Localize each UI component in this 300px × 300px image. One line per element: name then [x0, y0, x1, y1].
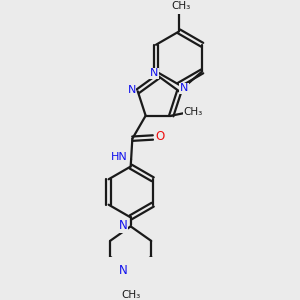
Text: N: N	[128, 85, 136, 95]
Text: CH₃: CH₃	[172, 1, 191, 11]
Text: N: N	[118, 264, 127, 277]
Text: N: N	[180, 83, 188, 93]
Text: CH₃: CH₃	[122, 290, 141, 300]
Text: CH₃: CH₃	[184, 107, 203, 117]
Text: N: N	[150, 68, 158, 78]
Text: O: O	[155, 130, 164, 143]
Text: HN: HN	[111, 152, 128, 162]
Text: N: N	[118, 219, 127, 232]
